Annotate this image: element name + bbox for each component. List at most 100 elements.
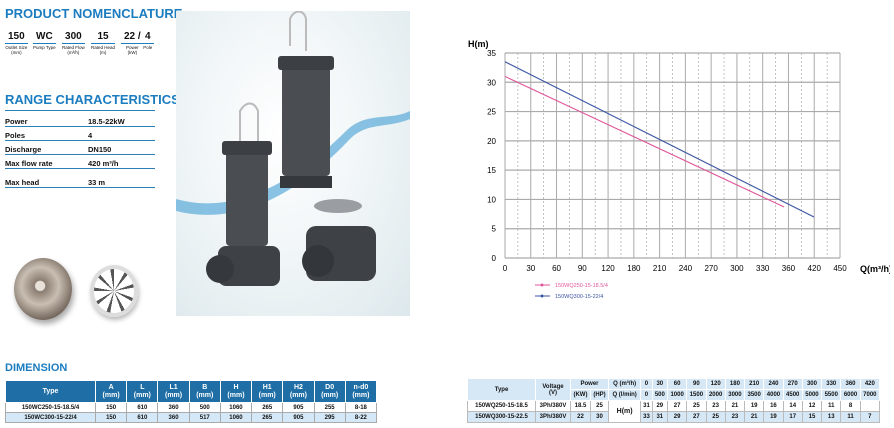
header-label: L1: [169, 383, 178, 391]
dimension-header: H2 (mm): [282, 380, 315, 403]
nomenclature-part: 22 /Power (kW): [121, 31, 144, 55]
table-cell: 150WC300-15-22/4: [5, 412, 96, 423]
table-cell: 517: [188, 412, 221, 423]
table-cell: 500: [188, 402, 221, 413]
head-value: 19: [763, 411, 784, 423]
header-label: Type: [42, 387, 59, 395]
table-cell: 150: [94, 412, 128, 423]
table-cell: 360: [157, 402, 190, 413]
table-cell: 1060: [219, 412, 253, 423]
y-tick-label: 0: [492, 254, 497, 263]
table-cell: 265: [251, 402, 284, 413]
kw-cell: 22: [569, 411, 591, 423]
dimension-header: B (mm): [188, 380, 221, 403]
range-key: Max head: [5, 178, 40, 187]
impeller-image: [14, 258, 72, 320]
header-unit: (mm): [133, 391, 151, 399]
range-value: DN150: [88, 145, 112, 154]
l-value: 5000: [801, 389, 823, 401]
nomenclature-code: 150: [5, 31, 28, 44]
x-tick-label: 330: [756, 264, 770, 273]
q-value: 420: [859, 378, 881, 390]
head-value: 29: [651, 400, 668, 412]
nomenclature-code: 300: [62, 31, 85, 44]
table-cell: 8-22: [344, 412, 378, 423]
table-row: 150WQ300-15-22.5 3Ph/380V 22 30 33 31 29 27 25 23…: [467, 411, 881, 423]
wear-plate-image: [90, 265, 138, 317]
l-value: 0: [640, 389, 653, 401]
nomenclature-code: 4: [142, 31, 154, 44]
table-cell: 610: [126, 402, 159, 413]
head-value: 19: [744, 400, 765, 412]
h-label: H(m): [608, 400, 642, 423]
nomenclature-label: Outlet Size (mm): [5, 45, 28, 55]
x-tick-label: 360: [782, 264, 796, 273]
head-value: 16: [763, 400, 784, 412]
kw-cell: 18.5: [569, 400, 591, 412]
header-unit: (mm): [227, 391, 245, 399]
power-header: Power: [569, 378, 610, 390]
head-value: 31: [651, 411, 668, 423]
range-value: 33 m: [88, 178, 106, 187]
header-unit: (mm): [258, 391, 276, 399]
table-cell: 255: [313, 402, 346, 413]
nomenclature-label: Rated Head (m): [91, 45, 116, 55]
x-tick-label: 180: [627, 264, 641, 273]
x-tick-label: 300: [730, 264, 744, 273]
nomenclature-part: 300 Rated Flow (m³/h): [62, 31, 85, 55]
dimension-header: A (mm): [94, 380, 128, 403]
legend-marker: [540, 283, 544, 287]
header-unit: (mm): [102, 391, 120, 399]
range-row: Power 18.5-22kW: [5, 113, 155, 127]
head-value: 14: [782, 400, 803, 412]
range-row: Poles 4: [5, 127, 155, 141]
dimension-header: H1 (mm): [251, 380, 284, 403]
header-label: L: [140, 383, 145, 391]
dimension-table: Type A (mm) L (mm) L1 (mm) B (mm) H (mm) H1 (mm) H2 (m…: [5, 380, 378, 423]
y-tick-label: 5: [492, 225, 497, 234]
performance-chart: 0 5 10 15 20 25 30 35 0 30 60 90 120 180 210 240 270 300 3…: [468, 39, 890, 300]
range-value: 4: [88, 131, 93, 140]
table-row: 150WQ250-15-18.5 3Ph/380V 18.5 25 H(m) 31 29 27…: [467, 400, 881, 423]
head-value: 17: [782, 411, 803, 423]
q-value: 180: [724, 378, 746, 390]
dimension-title: DIMENSION: [5, 362, 68, 374]
head-value: 13: [821, 411, 842, 423]
header-label: H2: [293, 383, 303, 391]
header-label: A: [108, 383, 114, 391]
range-title: RANGE CHARACTERISTICS: [5, 92, 180, 107]
range-key: Poles: [5, 131, 26, 140]
series-line: [504, 75, 785, 208]
l-value: 3000: [724, 389, 746, 401]
table-row: 150WC300-15-22/4 150 610 360 517 1060 265 905 29…: [5, 412, 378, 423]
table-cell: 360: [157, 412, 190, 423]
q-value: 360: [840, 378, 861, 390]
q-value: 120: [705, 378, 726, 390]
y-tick-label: 20: [487, 137, 496, 146]
nomenclature-code: WC: [33, 31, 56, 44]
q-value: 240: [763, 378, 784, 390]
l-value: 500: [651, 389, 668, 401]
y-tick-label: 35: [487, 49, 496, 58]
l-value: 3500: [744, 389, 765, 401]
x-tick-label: 90: [578, 264, 587, 273]
table-cell: 1060: [219, 402, 253, 413]
head-value: 23: [724, 411, 746, 423]
x-tick-label: 30: [526, 264, 535, 273]
range-value: 18.5-22kW: [88, 117, 125, 126]
head-value: 25: [686, 400, 707, 412]
q-value: 30: [651, 378, 668, 390]
nomenclature-title: PRODUCT NOMENCLATURE: [5, 6, 183, 21]
head-value: 25: [705, 411, 726, 423]
l-value: 1500: [686, 389, 707, 401]
l-value: 2000: [705, 389, 726, 401]
table-cell: 295: [313, 412, 346, 423]
head-value: 21: [744, 411, 765, 423]
legend-label: 150WQ250-15-18.5/4: [555, 283, 608, 289]
nomenclature-label: Rated Flow (m³/h): [62, 45, 85, 55]
table-cell: 610: [126, 412, 159, 423]
header-unit: (mm): [196, 391, 214, 399]
l-value: 7000: [859, 389, 881, 401]
type-cell: 150WQ300-15-22.5: [467, 411, 536, 423]
x-tick-label: 240: [679, 264, 693, 273]
